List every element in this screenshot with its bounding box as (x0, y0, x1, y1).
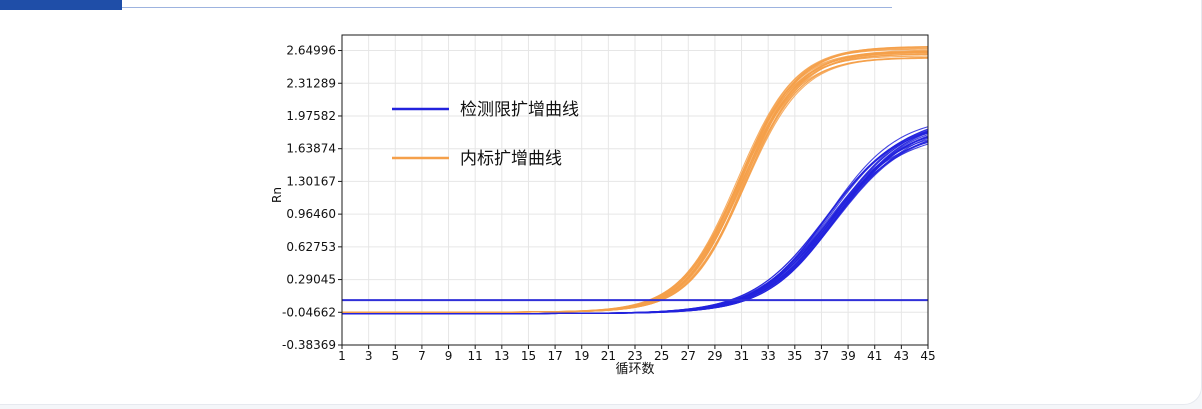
grid-layer (341, 35, 929, 346)
x-tick-label: 19 (574, 349, 589, 363)
x-tick-label: 35 (787, 349, 802, 363)
x-tick-label: 45 (920, 349, 935, 363)
x-tick-labels: 1 3 5 7 9 11 13 15 17 19 21 23 25 27 29 31 33 35 37 39 41 43 4… (338, 345, 936, 363)
y-tick-label: 1.63874 (286, 142, 336, 156)
x-tick-label: 31 (734, 349, 749, 363)
y-tick-label: -0.04662 (282, 305, 336, 319)
detection-limit-curve (342, 132, 929, 315)
x-tick-label: 11 (468, 349, 483, 363)
x-tick-label: 23 (627, 349, 642, 363)
x-axis-label: 循环数 (615, 362, 654, 377)
x-tick-label: 9 (445, 349, 453, 363)
x-tick-label: 15 (521, 349, 536, 363)
x-tick-label: 27 (681, 349, 696, 363)
curve-layer (342, 46, 929, 315)
x-tick-label: 5 (391, 349, 399, 363)
x-tick-label: 33 (761, 349, 776, 363)
x-tick-label: 21 (601, 349, 616, 363)
x-tick-label: 3 (365, 349, 373, 363)
x-tick-label: 43 (894, 349, 909, 363)
x-tick-label: 1 (338, 349, 346, 363)
y-tick-label: 2.64996 (286, 44, 336, 58)
legend-label: 内标扩增曲线 (460, 149, 562, 169)
y-tick-label: -0.38369 (282, 338, 336, 352)
header-accent-bar (0, 0, 122, 10)
internal-control-curve (342, 57, 929, 313)
x-tick-label: 17 (547, 349, 562, 363)
x-tick-label: 13 (494, 349, 509, 363)
y-tick-label: 1.97582 (286, 109, 336, 123)
y-tick-label: 1.30167 (286, 174, 336, 188)
x-tick-label: 25 (654, 349, 669, 363)
y-tick-label: 0.96460 (286, 207, 336, 221)
y-tick-label: 0.62753 (286, 240, 336, 254)
y-axis-label: Rn (270, 187, 284, 203)
legend-label: 检测限扩增曲线 (460, 100, 579, 120)
x-tick-label: 29 (707, 349, 722, 363)
y-tick-label: 2.31289 (286, 76, 336, 90)
x-tick-label: 41 (867, 349, 882, 363)
x-tick-label: 7 (418, 349, 426, 363)
x-tick-label: 37 (814, 349, 829, 363)
header-divider (122, 7, 892, 8)
x-tick-label: 39 (840, 349, 855, 363)
y-tick-label: 0.29045 (286, 273, 336, 287)
y-tick-labels: 2.64996 2.31289 1.97582 1.63874 1.30167 0.964… (282, 44, 342, 352)
